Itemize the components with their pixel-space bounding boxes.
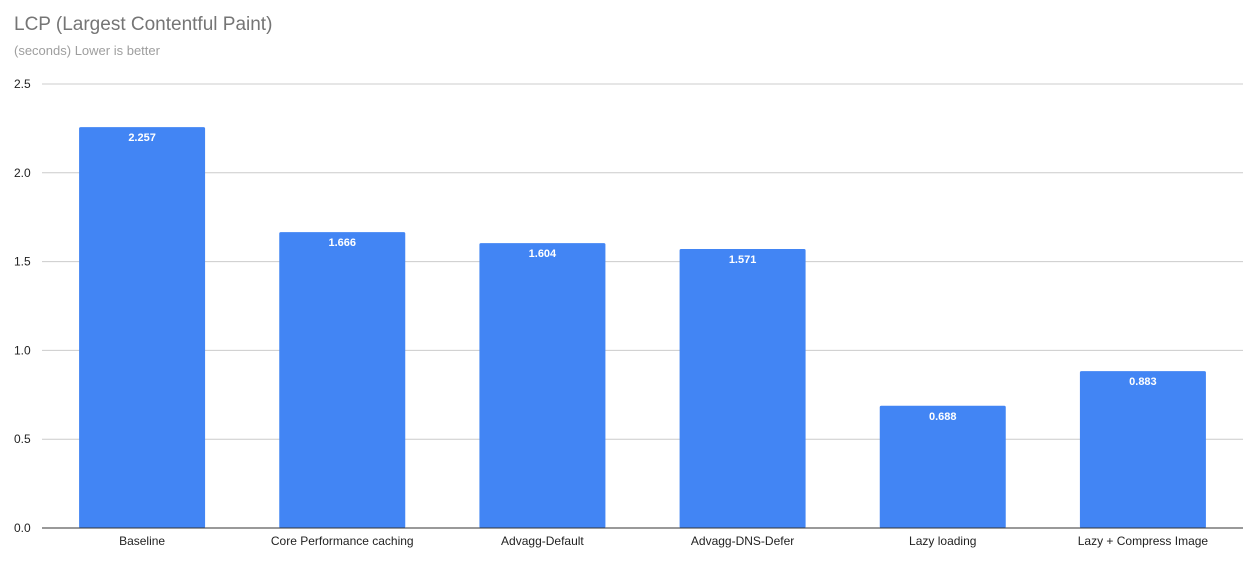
x-category-label: Advagg-Default	[501, 534, 584, 548]
chart-subtitle: (seconds) Lower is better	[14, 43, 160, 58]
data-label: 1.666	[328, 237, 356, 249]
y-tick-label: 0.0	[14, 521, 31, 535]
x-category-label: Lazy loading	[909, 534, 976, 548]
bar	[79, 127, 206, 528]
y-tick-label: 0.5	[14, 432, 31, 446]
y-tick-label: 2.5	[14, 77, 31, 91]
x-category-label: Advagg-DNS-Defer	[691, 534, 794, 548]
x-category-label: Core Performance caching	[271, 534, 414, 548]
y-tick-label: 1.0	[14, 343, 31, 357]
bar	[1079, 371, 1206, 528]
data-label: 2.257	[128, 132, 156, 144]
bar	[679, 248, 806, 528]
y-tick-label: 1.5	[14, 255, 31, 269]
bar	[279, 232, 406, 528]
data-label: 1.604	[529, 248, 557, 260]
data-label: 0.883	[1129, 376, 1157, 388]
bar	[479, 243, 606, 529]
data-label: 0.688	[929, 411, 957, 423]
chart-title: LCP (Largest Contentful Paint)	[14, 14, 273, 35]
bar	[879, 405, 1006, 528]
x-category-label: Baseline	[119, 534, 165, 548]
x-category-label: Lazy + Compress Image	[1078, 534, 1209, 548]
y-tick-label: 2.0	[14, 166, 31, 180]
data-label: 1.571	[729, 254, 757, 266]
